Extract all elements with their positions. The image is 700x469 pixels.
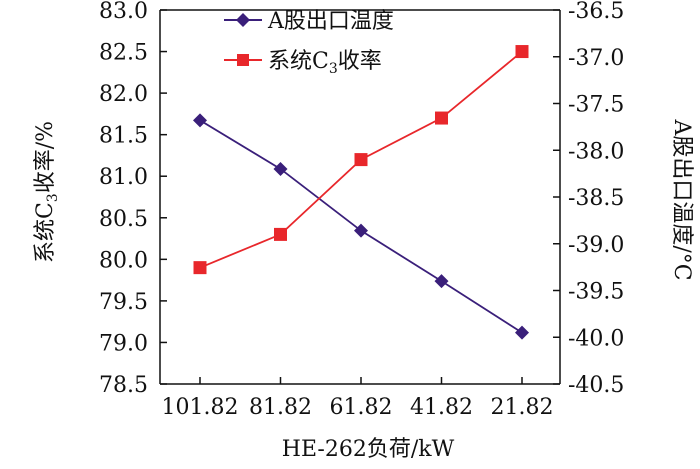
series-0-point xyxy=(273,161,288,176)
legend-label-yield: 系统C3收率 xyxy=(268,49,382,77)
left-tick-label: 79.0 xyxy=(99,331,148,356)
legend-marker-temperature xyxy=(236,13,250,27)
x-axis-title: HE-262负荷/kW xyxy=(282,437,455,462)
series-0-point xyxy=(515,325,529,340)
series-1-point xyxy=(274,227,287,241)
right-tick-label: -38.5 xyxy=(568,186,624,211)
left-tick-label: 80.5 xyxy=(99,207,148,232)
series-1-point xyxy=(435,111,448,125)
left-tick-label: 79.5 xyxy=(99,290,148,315)
plot-area xyxy=(159,9,561,385)
series-1-point xyxy=(193,261,207,275)
left-tick-label: 83.0 xyxy=(99,0,148,24)
left-tick-label: 82.0 xyxy=(99,82,148,107)
left-tick-label: 81.0 xyxy=(99,165,148,190)
legend-marker-yield xyxy=(237,54,249,66)
x-axis-ticks: 101.82 81.82 61.82 41.82 21.82 xyxy=(162,377,554,420)
left-tick-label: 78.5 xyxy=(99,373,148,398)
x-tick-label: 81.82 xyxy=(249,395,312,420)
right-tick-label: -36.5 xyxy=(568,0,624,24)
series-1-point xyxy=(515,45,529,59)
right-axis-ticks: -36.5 -37.0 -37.5 -38.0 -38.5 -39.0 -39.5 -40.0… xyxy=(553,0,624,398)
right-tick-label: -38.0 xyxy=(568,139,624,164)
x-tick-label: 41.82 xyxy=(410,395,473,420)
right-tick-label: -37.0 xyxy=(568,46,624,71)
right-tick-label: -39.5 xyxy=(568,280,624,305)
series-0-point xyxy=(434,274,449,289)
series-1-point xyxy=(354,153,368,167)
x-tick-label: 61.82 xyxy=(330,395,393,420)
legend: A股出口温度 系统C3收率 xyxy=(224,9,394,77)
left-axis-title: 系统C3收率/% xyxy=(33,121,61,263)
right-axis-title: A股出口温度/°C xyxy=(669,118,694,280)
right-tick-label: -40.5 xyxy=(568,373,624,398)
right-tick-label: -37.5 xyxy=(568,93,624,118)
left-axis-ticks: 83.0 82.5 82.0 81.5 81.0 80.5 80.0 79.5 79.0 78.5 xyxy=(99,0,167,398)
right-tick-label: -39.0 xyxy=(568,233,624,258)
right-tick-label: -40.0 xyxy=(568,326,624,351)
left-tick-label: 82.5 xyxy=(99,41,148,66)
series-0-point xyxy=(354,223,368,238)
x-tick-label: 101.82 xyxy=(162,395,239,420)
x-tick-label: 21.82 xyxy=(491,395,554,420)
left-tick-label: 81.5 xyxy=(99,124,148,149)
series-0-point xyxy=(193,113,207,128)
legend-label-temperature: A股出口温度 xyxy=(267,9,394,34)
series-layer xyxy=(193,45,529,340)
left-tick-label: 80.0 xyxy=(99,248,148,273)
